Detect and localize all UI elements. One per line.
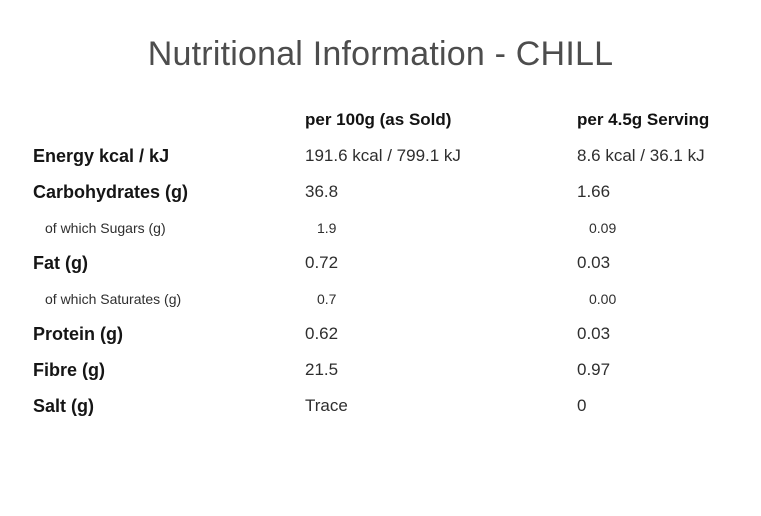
row-value-per-serving: 1.66 xyxy=(577,182,611,201)
row-value-per-100g: 0.7 xyxy=(317,290,337,307)
row-value-per-100g: 0.72 xyxy=(305,253,339,272)
row-label: Fibre (g) xyxy=(33,359,105,380)
column-header-per-100g: per 100g (as Sold) xyxy=(305,110,452,129)
table-row-fibre: Fibre (g) 21.5 0.97 xyxy=(0,352,761,388)
table-row-carbohydrates: Carbohydrates (g) 36.8 1.66 xyxy=(0,174,761,210)
row-value-per-serving: 0.09 xyxy=(589,219,617,236)
row-value-per-serving: 0.03 xyxy=(577,324,611,343)
row-label: Energy kcal / kJ xyxy=(33,145,170,166)
row-value-per-100g: 0.62 xyxy=(305,324,339,343)
table-row-salt: Salt (g) Trace 0 xyxy=(0,388,761,424)
nutrition-table: per 100g (as Sold) per 4.5g Serving Ener… xyxy=(0,102,761,424)
row-value-per-serving: 0.03 xyxy=(577,253,611,272)
column-header-per-serving: per 4.5g Serving xyxy=(577,110,710,129)
table-header-row: per 100g (as Sold) per 4.5g Serving xyxy=(0,102,761,138)
row-label: of which Sugars (g) xyxy=(45,219,166,236)
row-value-per-serving: 0 xyxy=(577,396,587,415)
row-value-per-100g: 21.5 xyxy=(305,360,339,379)
table-row-fat: Fat (g) 0.72 0.03 xyxy=(0,245,761,281)
row-value-per-serving: 8.6 kcal / 36.1 kJ xyxy=(577,146,705,165)
table-row-protein: Protein (g) 0.62 0.03 xyxy=(0,316,761,352)
row-value-per-serving: 0.97 xyxy=(577,360,611,379)
row-label: Fat (g) xyxy=(33,252,88,273)
row-label: Protein (g) xyxy=(33,323,123,344)
table-row-energy: Energy kcal / kJ 191.6 kcal / 799.1 kJ 8… xyxy=(0,138,761,174)
page: Nutritional Information - CHILL per 100g… xyxy=(0,34,761,516)
row-value-per-100g: 36.8 xyxy=(305,182,339,201)
row-value-per-serving: 0.00 xyxy=(589,290,617,307)
row-label: of which Saturates (g) xyxy=(45,290,182,307)
row-label: Salt (g) xyxy=(33,395,94,416)
page-title: Nutritional Information - CHILL xyxy=(147,35,614,73)
row-value-per-100g: Trace xyxy=(305,396,348,415)
table-row-sugars: of which Sugars (g) 1.9 0.09 xyxy=(0,210,761,245)
row-label: Carbohydrates (g) xyxy=(33,181,189,202)
row-value-per-100g: 191.6 kcal / 799.1 kJ xyxy=(305,146,461,165)
row-value-per-100g: 1.9 xyxy=(317,219,337,236)
table-row-saturates: of which Saturates (g) 0.7 0.00 xyxy=(0,281,761,316)
